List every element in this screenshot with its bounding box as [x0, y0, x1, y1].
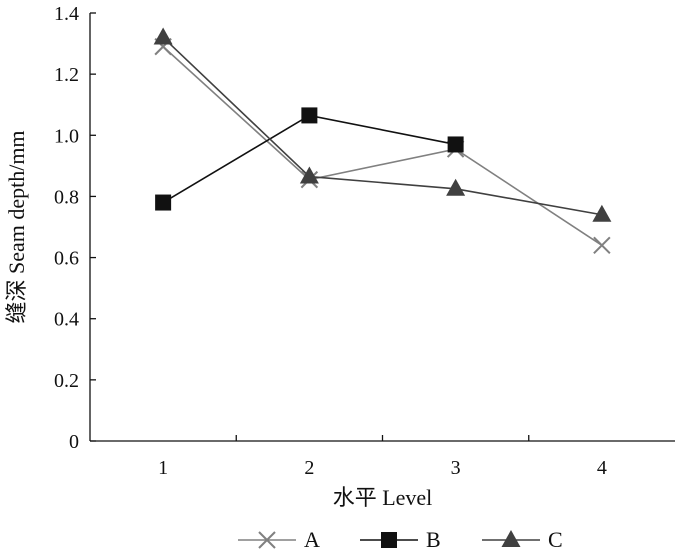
- data-point-square-marker: [155, 194, 172, 211]
- series-line-A: [162, 46, 603, 247]
- data-point-triangle-marker: [153, 27, 173, 45]
- y-tick-label: 1.4: [54, 3, 79, 25]
- data-point-square-marker: [301, 107, 318, 124]
- data-point-triangle-marker: [299, 166, 319, 184]
- legend-label: C: [548, 527, 563, 552]
- y-axis-title: 缝深 Seam depth/mm: [4, 130, 29, 323]
- data-point-x-marker: [593, 236, 611, 255]
- series-line-C: [162, 36, 603, 216]
- series-B: [155, 107, 464, 211]
- legend-label: A: [304, 527, 320, 552]
- y-tick-label: 0.2: [54, 370, 79, 392]
- y-tick-label: 0: [69, 431, 79, 453]
- legend-item-A: A: [238, 527, 320, 552]
- axes: [89, 13, 675, 442]
- x-axis-title: 水平 Level: [333, 485, 433, 510]
- y-tick-label: 1.0: [54, 125, 79, 147]
- y-tick-label: 1.2: [54, 64, 79, 86]
- y-tick-label: 0.6: [54, 248, 79, 270]
- data-point-triangle-marker: [592, 204, 612, 222]
- x-ticks: 1 2 3 4: [158, 435, 607, 479]
- data-point-x-marker: [258, 531, 276, 549]
- x-tick-label: 3: [451, 457, 461, 479]
- x-tick-label: 2: [304, 457, 314, 479]
- series-C: [153, 27, 612, 222]
- y-ticks: 0 0.2 0.4 0.6 0.8 1.0 1.2 1.4: [54, 3, 96, 453]
- legend-item-B: B: [360, 527, 441, 552]
- series-A: [154, 37, 611, 255]
- data-point-square-marker: [381, 532, 397, 548]
- legend: A B C: [238, 527, 563, 552]
- data-point-triangle-marker: [446, 178, 466, 196]
- legend-item-C: C: [482, 527, 563, 552]
- legend-label: B: [426, 527, 441, 552]
- y-tick-label: 0.4: [54, 309, 79, 331]
- x-tick-label: 1: [158, 457, 168, 479]
- y-tick-label: 0.8: [54, 186, 79, 208]
- data-point-square-marker: [447, 136, 464, 153]
- series-layer: [153, 27, 612, 255]
- x-tick-label: 4: [597, 457, 607, 479]
- data-point-triangle-marker: [501, 530, 521, 547]
